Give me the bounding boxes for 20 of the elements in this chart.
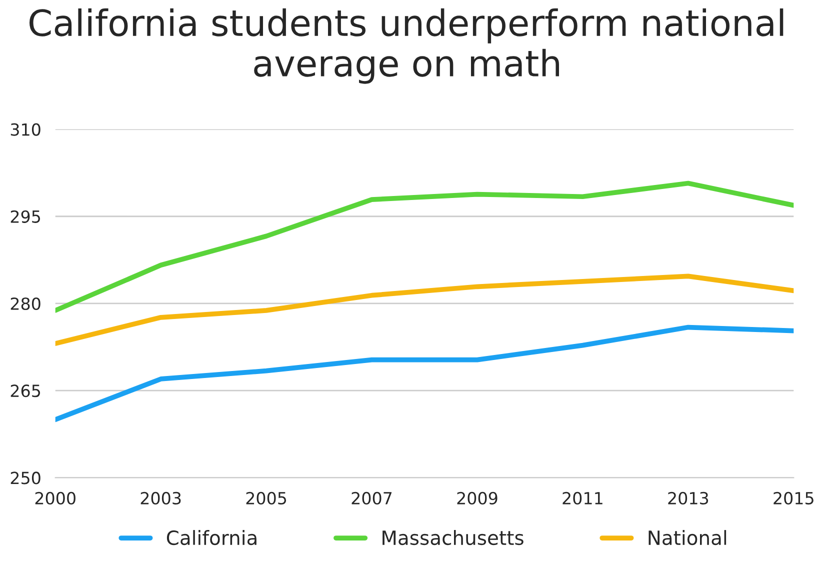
y-tick-label: 250 [10,472,40,484]
x-tick-label: 2005 [246,492,286,504]
y-tick-label: 295 [10,210,40,223]
x-tick-label: 2015 [774,492,814,504]
x-tick-label: 2000 [35,492,76,504]
y-tick-label: 280 [10,297,40,310]
legend-label: Massachusetts [382,530,524,546]
y-tick-label: 265 [10,384,40,398]
x-tick-label: 2009 [457,492,498,504]
legend-label: National [648,530,726,546]
x-tick-label: 2007 [352,492,392,504]
x-tick-label: 2013 [668,492,708,504]
chart-title: California students underperform national average on math [30,8,784,84]
x-tick-label: 2011 [562,492,602,504]
y-tick-label: 310 [10,123,40,136]
x-tick-label: 2003 [140,492,181,504]
line-series [55,180,794,313]
line-series [55,274,794,346]
line-series [55,324,794,422]
legend-label: California [166,530,256,546]
